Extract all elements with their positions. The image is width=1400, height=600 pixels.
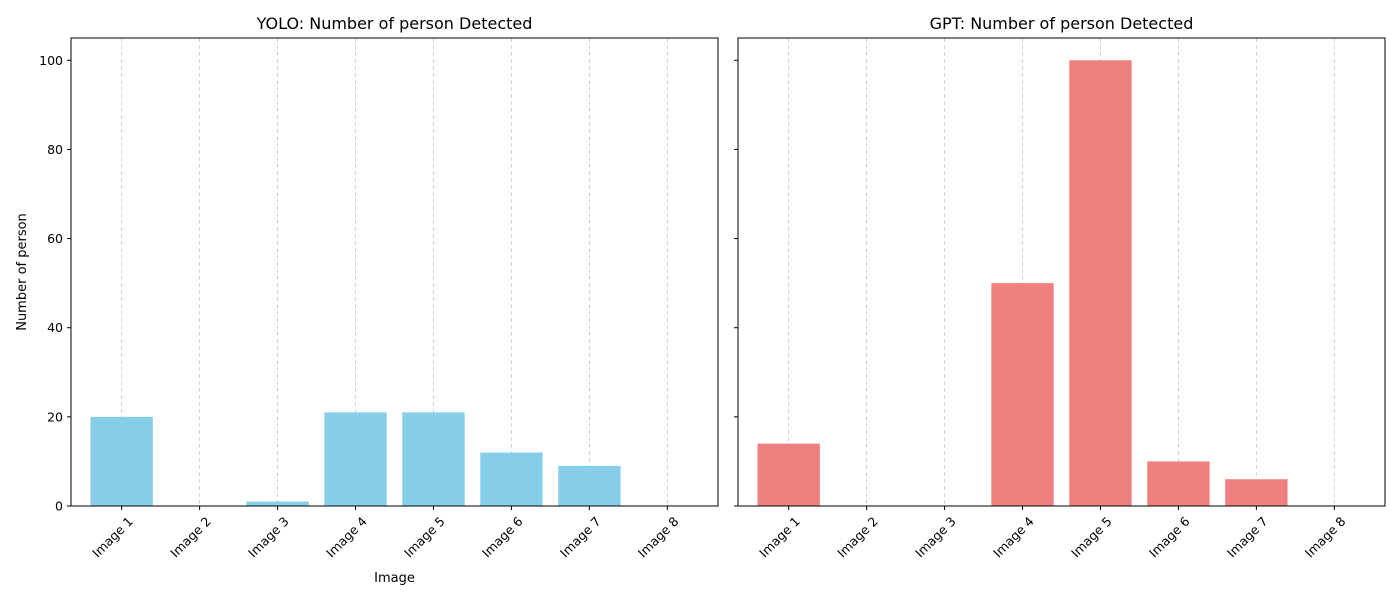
x-tick-label: Image 6 [1146,514,1193,561]
chart-title: GPT: Number of person Detected [930,14,1194,33]
bar-image-6 [1147,461,1210,506]
x-tick-label: Image 8 [635,514,682,561]
bar-image-4 [324,412,387,506]
chart-panel-2: Image 1 Image 2 Image 3 Image 4 Image 5 Image… [734,14,1386,561]
x-tick-label: Image 5 [401,514,448,561]
x-tick-label: Image 4 [990,514,1037,561]
x-tick-label: Image 7 [557,514,604,561]
axes-frame [70,37,719,507]
chart-panel-1: 0 20 40 60 80 100 Image 1 Image 2 Image 3 Image 4… [15,14,719,586]
bar-image-5 [402,412,465,506]
y-axis-label: Number of person [15,213,30,331]
bar-image-7 [558,465,621,506]
y-tick-label: 40 [47,320,63,335]
bar-image-5 [1069,60,1132,507]
x-tick-label: Image 8 [1302,514,1349,561]
chart-title: YOLO: Number of person Detected [256,14,533,33]
y-tick-label: 0 [55,499,63,514]
y-tick-label: 100 [39,53,63,68]
x-tick-label: Image 3 [245,514,292,561]
bar-image-7 [1225,479,1288,506]
x-tick-label: Image 4 [323,514,370,561]
bar-image-6 [480,452,543,506]
x-tick-label: Image 5 [1068,514,1115,561]
y-tick-label: 80 [47,142,63,157]
bar-image-1 [90,416,153,506]
y-tick-label: 20 [47,409,63,424]
x-tick-label: Image 2 [834,514,881,561]
bar-image-3 [246,501,309,506]
bar-image-4 [991,283,1054,506]
x-tick-label: Image 7 [1224,514,1271,561]
axes-frame [737,37,1386,507]
x-axis-label: Image [374,571,415,586]
y-tick-label: 60 [47,231,63,246]
x-tick-label: Image 6 [479,514,526,561]
bar-image-1 [757,443,820,506]
x-tick-label: Image 1 [756,514,803,561]
x-tick-label: Image 2 [167,514,214,561]
x-tick-label: Image 3 [912,514,959,561]
x-tick-label: Image 1 [89,514,136,561]
